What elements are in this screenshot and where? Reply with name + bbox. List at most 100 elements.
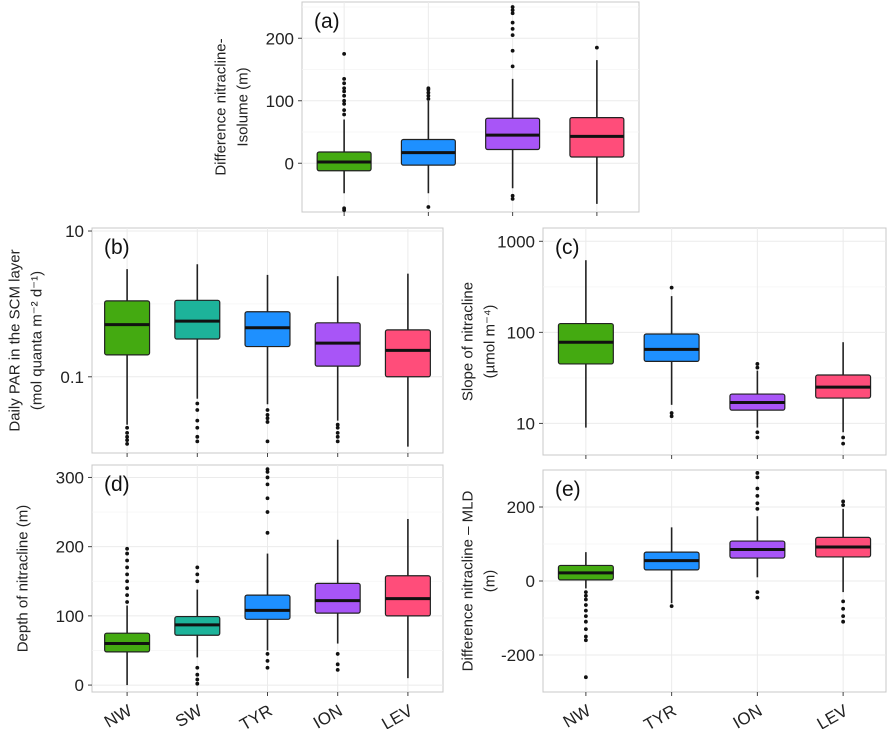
outlier-point	[195, 408, 200, 412]
outlier-point	[583, 619, 588, 624]
outlier-point	[510, 64, 515, 69]
y-tick-label: 200	[507, 498, 535, 517]
panel-b: 0.1 10 (b) Daily PAR in the SCM layer (mol q…	[6, 222, 444, 457]
outlier-point	[195, 672, 200, 677]
panel-d: 0 100 200 300 NW SW TYR ION LEV (d) Depth of nitra…	[14, 464, 444, 729]
outlier-point	[755, 595, 760, 600]
outlier-point	[125, 546, 129, 551]
outlier-point	[510, 20, 515, 25]
outlier-point	[755, 475, 760, 480]
y-tick-label: 300	[56, 468, 84, 487]
outlier-point	[265, 475, 270, 480]
panel-tag: (c)	[555, 236, 580, 259]
outlier-point	[841, 619, 846, 624]
outlier-point	[755, 506, 760, 511]
outlier-point	[426, 205, 431, 209]
box-nw	[316, 51, 372, 213]
iqr-box	[104, 300, 151, 356]
outlier-point	[510, 11, 515, 16]
panel-c: 10 100 1000 (c) Slope of nitracline (µmol m⁻⁴…	[459, 227, 887, 459]
outlier-point	[125, 579, 129, 584]
box-lev	[815, 499, 872, 624]
outlier-point	[265, 470, 270, 474]
outlier-point	[125, 551, 129, 556]
box-nw	[557, 552, 614, 680]
iqr-box	[244, 594, 291, 620]
y-tick-label: 0	[285, 154, 294, 173]
outlier-point	[755, 365, 760, 370]
outlier-point	[510, 26, 515, 31]
outlier-point	[583, 675, 588, 680]
outlier-point	[342, 89, 347, 94]
outlier-point	[583, 593, 588, 598]
outlier-point	[583, 608, 588, 613]
box-ion	[729, 362, 786, 440]
outlier-point	[335, 430, 340, 435]
outlier-point	[510, 33, 515, 38]
outlier-point	[342, 98, 347, 103]
y-axis-title: Daily PAR in the SCM layer	[6, 249, 23, 431]
outlier-point	[125, 434, 129, 439]
outlier-point	[755, 471, 760, 475]
outlier-point	[510, 8, 515, 13]
outlier-point	[426, 93, 431, 98]
outlier-point	[125, 558, 129, 563]
y-tick-label: 100	[507, 323, 535, 342]
outlier-point	[265, 420, 270, 424]
outlier-point	[583, 634, 588, 639]
outlier-point	[335, 434, 340, 439]
y-tick-label: 10	[516, 414, 535, 433]
outlier-point	[125, 430, 129, 435]
panel-tag: (d)	[104, 473, 130, 496]
y-tick-label: 1000	[497, 232, 535, 251]
outlier-point	[841, 614, 846, 619]
y-tick-label: 200	[266, 29, 294, 48]
outlier-point	[195, 434, 200, 439]
box-ion	[485, 5, 541, 201]
outlier-point	[342, 112, 347, 117]
outlier-point	[426, 90, 431, 95]
outlier-point	[583, 614, 588, 619]
box-tyr	[643, 285, 700, 419]
outlier-point	[583, 627, 588, 631]
y-tick-label: 200	[56, 538, 84, 557]
y-tick-label: 0	[526, 572, 535, 591]
box-sw	[174, 565, 221, 686]
x-category-label: SW	[172, 701, 205, 729]
outlier-point	[265, 439, 270, 444]
outlier-point	[755, 501, 760, 506]
y-axis-title: Isolume (m)	[234, 67, 251, 146]
outlier-point	[195, 681, 200, 686]
x-category-label: NW	[101, 701, 135, 729]
y-tick-label: 0	[75, 676, 84, 695]
outlier-point	[342, 101, 347, 106]
y-tick-label: -200	[501, 646, 535, 665]
panel-tag: (b)	[104, 236, 130, 259]
outlier-point	[125, 438, 129, 443]
x-category-label: LEV	[814, 701, 852, 729]
iqr-box	[557, 322, 614, 365]
y-axis-title: Depth of nitracline (m)	[14, 505, 31, 653]
outlier-point	[265, 412, 270, 417]
y-axis-title: Difference nitracline – MLD	[459, 491, 476, 672]
box-lev	[384, 518, 431, 679]
outlier-point	[335, 652, 340, 656]
outlier-point	[265, 510, 270, 514]
outlier-point	[669, 604, 674, 609]
box-tyr	[400, 86, 456, 209]
outlier-point	[755, 435, 760, 440]
outlier-point	[195, 677, 200, 682]
panel-e: -200 0 200 NW TYR ION LEV (e) Difference nitracl…	[459, 469, 887, 729]
outlier-point	[265, 496, 270, 501]
iqr-box	[384, 329, 431, 378]
outlier-point	[125, 600, 129, 604]
outlier-point	[510, 48, 515, 53]
outlier-point	[426, 96, 431, 101]
panel-a: 0 100 200 (a) Difference nitracline- Isolume …	[212, 1, 640, 216]
outlier-point	[195, 439, 200, 444]
box-tyr	[244, 467, 291, 670]
outlier-point	[265, 467, 270, 472]
outlier-point	[510, 196, 515, 201]
outlier-point	[841, 435, 846, 440]
outlier-point	[265, 658, 270, 663]
